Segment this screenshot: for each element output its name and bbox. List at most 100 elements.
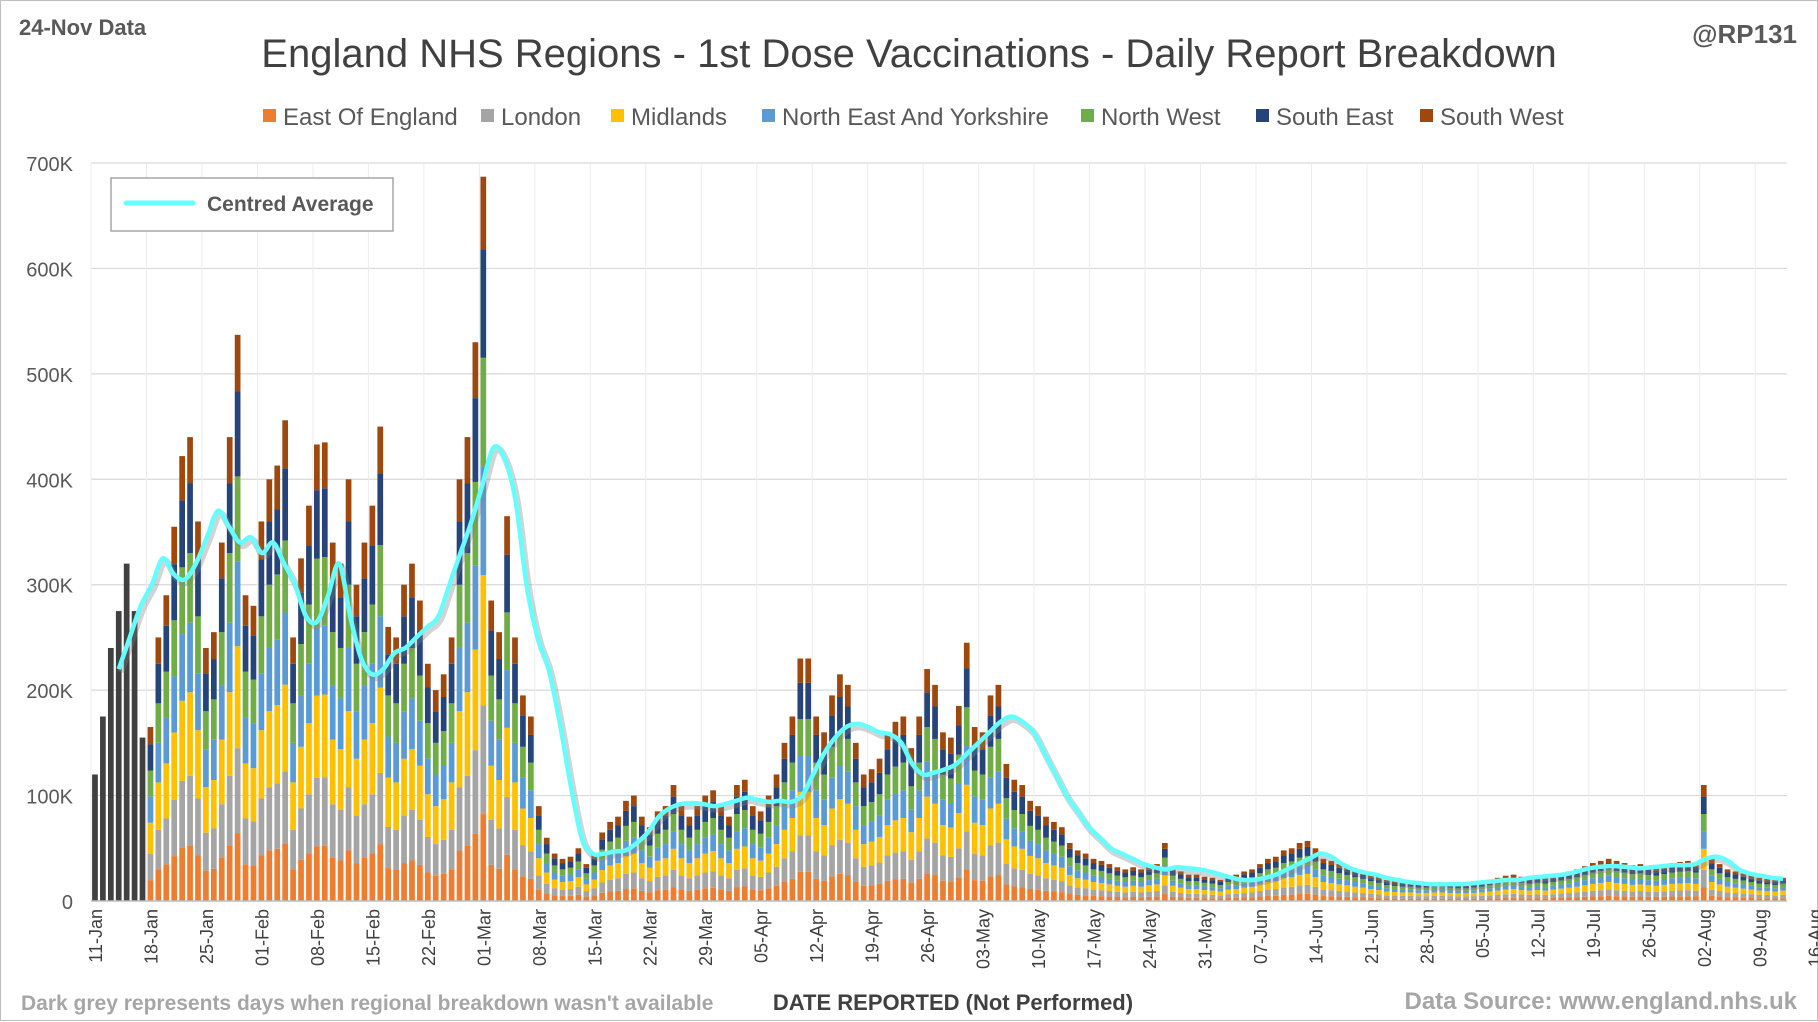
bar-segment [1383, 895, 1390, 899]
bar-segment [559, 875, 566, 883]
y-tick-label: 600K [26, 259, 73, 281]
bar-segment [734, 831, 740, 849]
bar-segment [1423, 892, 1430, 897]
bar-segment [527, 851, 534, 879]
bar-segment [496, 739, 503, 781]
bar-segment [757, 876, 764, 891]
x-tick-label: 09-Aug [1750, 909, 1770, 967]
bar-segment [884, 799, 891, 826]
bar-segment [187, 437, 193, 484]
bar-segment [1257, 884, 1263, 892]
bar-segment [591, 895, 598, 901]
bar-segment [678, 806, 685, 816]
bar-segment [1074, 878, 1081, 888]
bar-segment [321, 777, 328, 846]
bar-segment [203, 711, 209, 750]
bar-segment [512, 829, 518, 870]
bar-segment [726, 878, 732, 891]
bar-segment [1510, 881, 1517, 886]
bar-segment [1700, 785, 1707, 797]
bar-segment [1716, 884, 1723, 892]
bar-segment [948, 881, 954, 901]
bar-segment [1645, 874, 1652, 881]
bar-segment [662, 889, 669, 901]
bar-segment [432, 806, 439, 845]
bar-segment [1740, 876, 1747, 881]
bar-segment [1027, 800, 1033, 811]
bar-segment [1082, 888, 1089, 896]
bar-segment [1534, 890, 1541, 895]
legend-label: South West [1440, 104, 1564, 131]
bar-segment [551, 865, 558, 873]
bar-segment [393, 782, 399, 830]
bar-segment [765, 821, 772, 838]
bar-segment [401, 815, 407, 864]
bar-segment [718, 815, 724, 830]
bar-segment [1732, 878, 1739, 884]
y-tick-label: 0 [62, 892, 73, 914]
bar-segment [1629, 879, 1636, 885]
bar-segment [1114, 896, 1121, 901]
bar-segment [385, 626, 392, 655]
bar-segment [821, 774, 827, 800]
bar-segment [757, 820, 764, 834]
bar-segment [464, 553, 471, 623]
bar-segment [971, 854, 978, 881]
bar-segment [979, 825, 986, 856]
bar-segment [401, 663, 407, 712]
bar-segment [520, 695, 526, 716]
bar-segment [1661, 879, 1668, 885]
bar-segment [520, 808, 526, 846]
bar-segment [1368, 893, 1374, 898]
bar-segment [282, 843, 289, 901]
bar-segment [718, 889, 724, 901]
bar-segment [607, 891, 613, 901]
bar-segment [1502, 882, 1509, 886]
bar-segment [876, 794, 883, 816]
bar-segment [337, 647, 344, 699]
bar-segment [734, 887, 740, 901]
bar-segment [1058, 834, 1065, 846]
bar-segment [638, 825, 645, 838]
bar-segment [1209, 877, 1216, 881]
bar-segment [1756, 887, 1763, 891]
bar-segment [1082, 858, 1089, 866]
bar-segment [1494, 883, 1501, 888]
bar-segment [250, 679, 257, 724]
bar-segment [884, 855, 891, 881]
bar-total-unbroken [107, 647, 114, 901]
bar-segment [1320, 863, 1327, 870]
bar-segment [797, 682, 804, 720]
bar-segment [1653, 880, 1660, 886]
bar-segment [1502, 885, 1509, 890]
bar-segment [1407, 898, 1414, 901]
bar-segment [726, 863, 732, 879]
bar-segment [1780, 880, 1786, 884]
bar-segment [1566, 874, 1572, 879]
bar-segment [1431, 886, 1438, 890]
bar-segment [472, 565, 479, 650]
bar-segment [440, 730, 447, 765]
bar-segment [440, 674, 447, 697]
bar-segment [805, 682, 812, 720]
bar-segment [1146, 891, 1152, 897]
bar-segment [1582, 885, 1588, 892]
bar-segment [218, 632, 225, 686]
bar-segment [1764, 884, 1771, 888]
bar-segment [1597, 876, 1604, 883]
bar-segment [1621, 896, 1628, 901]
bar-segment [369, 545, 376, 605]
bar-segment [1534, 879, 1541, 883]
bar-segment [1455, 885, 1461, 889]
bar-segment [1431, 898, 1438, 901]
bar-segment [1344, 869, 1351, 875]
bar-segment [1566, 887, 1572, 894]
bar-segment [290, 782, 296, 830]
bar-segment [1130, 870, 1137, 876]
bar-segment [884, 749, 891, 775]
bar-segment [638, 837, 645, 851]
bar-segment [226, 483, 233, 554]
bar-segment [1043, 878, 1049, 891]
bar-segment [464, 692, 471, 776]
bar-segment [1225, 889, 1232, 895]
